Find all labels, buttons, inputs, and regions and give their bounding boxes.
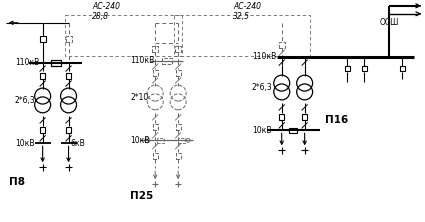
Bar <box>176 124 181 130</box>
Bar <box>362 66 367 71</box>
Bar <box>51 60 61 65</box>
Text: АС-240: АС-240 <box>233 2 261 11</box>
Text: ОСШ: ОСШ <box>380 18 399 27</box>
Bar <box>178 138 184 143</box>
Bar <box>175 46 181 52</box>
Text: 110кВ: 110кВ <box>252 52 276 61</box>
Bar <box>400 66 405 71</box>
Bar <box>279 42 285 48</box>
Bar <box>157 138 164 143</box>
Text: 10кВ: 10кВ <box>15 139 34 148</box>
Bar <box>40 73 45 79</box>
Text: 2*10: 2*10 <box>130 93 149 102</box>
Bar <box>279 114 284 120</box>
Bar <box>153 153 158 159</box>
Text: 10кВ: 10кВ <box>130 136 150 145</box>
Bar <box>153 69 158 75</box>
Bar <box>176 69 181 75</box>
Text: 28,8: 28,8 <box>93 12 110 21</box>
Bar <box>66 73 71 79</box>
Bar <box>66 127 71 133</box>
Text: 2*6,3: 2*6,3 <box>15 96 36 105</box>
Bar <box>153 124 158 130</box>
Bar <box>40 36 45 42</box>
Text: 10кВ: 10кВ <box>252 126 271 135</box>
Bar <box>65 36 71 42</box>
Text: П8: П8 <box>9 177 25 187</box>
Bar <box>289 128 297 133</box>
Text: 2*6,3: 2*6,3 <box>252 83 272 92</box>
Text: 6кВ: 6кВ <box>71 139 85 148</box>
Bar <box>40 127 45 133</box>
Bar <box>152 46 158 52</box>
Text: П25: П25 <box>130 191 153 201</box>
Text: 110кВ: 110кВ <box>130 56 155 65</box>
Bar <box>176 153 181 159</box>
Text: 32,5: 32,5 <box>233 12 250 21</box>
Text: П16: П16 <box>325 115 348 125</box>
Bar <box>162 58 172 63</box>
Text: 110кВ: 110кВ <box>15 58 39 67</box>
Bar <box>345 66 350 71</box>
Text: АС-240: АС-240 <box>93 2 120 11</box>
Bar <box>302 114 307 120</box>
